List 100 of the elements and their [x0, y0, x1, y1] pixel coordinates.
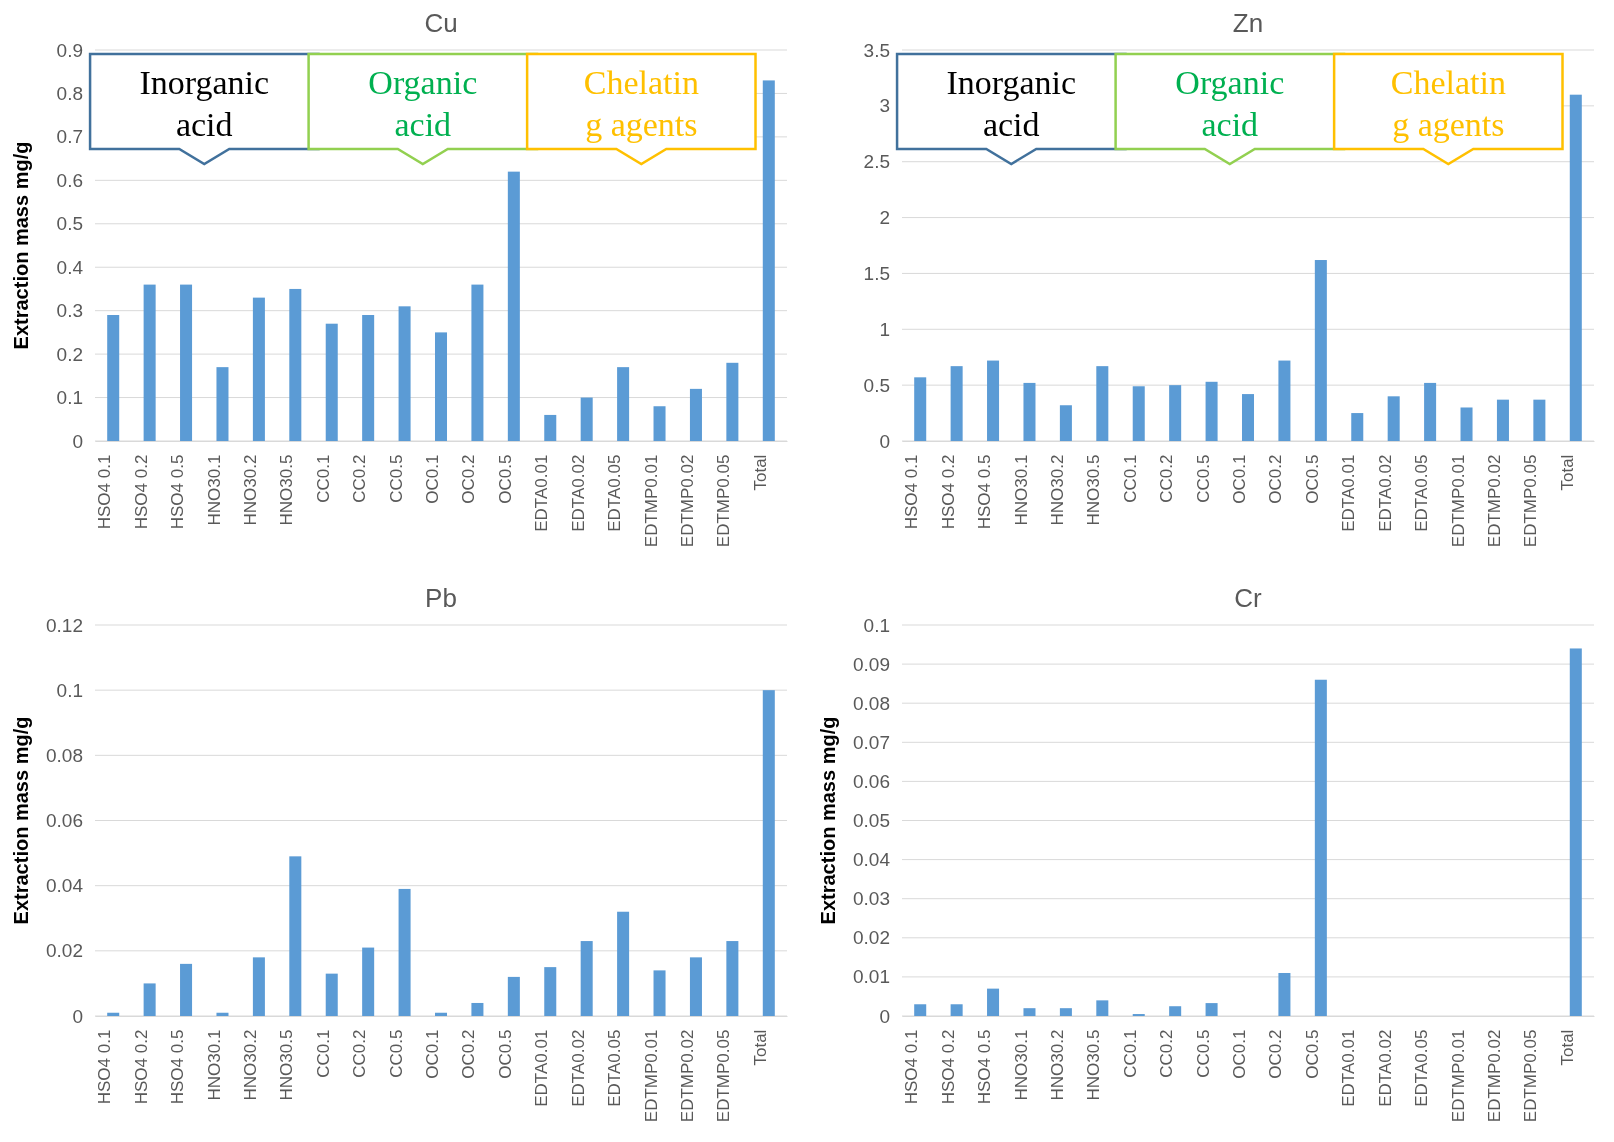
annotation: Inorganic acid — [946, 64, 1077, 143]
bar — [1314, 679, 1327, 1016]
x-tick-label: HNO30.5 — [1084, 454, 1104, 526]
y-tick-label: 0.05 — [853, 810, 890, 832]
bar — [617, 367, 630, 441]
bar — [950, 1004, 963, 1016]
bar — [216, 1012, 229, 1016]
bar — [914, 377, 927, 441]
bar — [1205, 381, 1218, 441]
y-tick-label: 0.07 — [853, 731, 890, 753]
x-tick-label: OC0.1 — [1230, 454, 1250, 504]
annotation: Organic acid — [368, 64, 478, 143]
bar — [1569, 94, 1582, 441]
bar — [1169, 385, 1182, 441]
y-tick-label: 0.03 — [853, 888, 890, 910]
bar — [1059, 1008, 1072, 1016]
bar — [914, 1004, 927, 1016]
x-tick-label: EDTA0.01 — [1339, 454, 1359, 532]
bar — [762, 80, 775, 441]
x-tick-label: HNO30.1 — [204, 1029, 224, 1101]
y-tick-label: 0.2 — [56, 343, 83, 365]
bar — [143, 983, 156, 1016]
y-tick-label: 0.5 — [863, 374, 890, 396]
bar — [434, 332, 448, 441]
chart-title: Zn — [1232, 8, 1264, 38]
bar — [1278, 972, 1291, 1016]
x-tick-label: EDTA0.05 — [605, 1029, 625, 1107]
chart-title: Cr — [1234, 583, 1263, 613]
bar — [252, 297, 265, 441]
x-tick-label: CC0.2 — [350, 454, 370, 503]
x-tick-label: EDTMP0.05 — [1521, 454, 1541, 548]
bar — [216, 367, 229, 441]
y-tick-label: 0.08 — [853, 692, 890, 714]
bar — [1132, 386, 1145, 441]
x-tick-label: EDTMP0.05 — [714, 1029, 734, 1123]
bar — [1387, 396, 1400, 441]
x-tick-label: OC0.2 — [1266, 454, 1286, 504]
bar — [689, 388, 702, 441]
y-tick-label: 0.5 — [56, 213, 83, 235]
x-tick-label: CC0.1 — [1120, 1029, 1140, 1078]
bar — [1278, 360, 1291, 441]
bar — [653, 406, 666, 441]
x-tick-label: HSO4 0.1 — [902, 454, 922, 530]
bar — [252, 957, 265, 1016]
x-tick-label: EDTA0.02 — [1375, 1029, 1395, 1107]
y-tick-label: 0 — [879, 1005, 890, 1027]
bar — [507, 976, 520, 1016]
x-tick-label: HSO4 0.5 — [975, 1029, 995, 1105]
bar — [726, 941, 739, 1016]
bar — [950, 366, 963, 441]
bar — [362, 315, 375, 441]
x-tick-label: HSO4 0.1 — [95, 454, 115, 530]
x-tick-label: OC0.5 — [1302, 1029, 1322, 1079]
bar — [507, 171, 520, 441]
bar — [762, 690, 775, 1016]
bar — [1314, 260, 1327, 441]
y-tick-label: 0.4 — [56, 256, 84, 278]
bar — [143, 284, 156, 441]
y-tick-label: 1 — [879, 318, 890, 340]
y-tick-label: 0.1 — [56, 387, 83, 409]
x-tick-label: CC0.2 — [1157, 454, 1177, 503]
x-tick-label: HSO4 0.2 — [131, 454, 151, 530]
bar — [180, 963, 193, 1016]
x-tick-label: HNO30.1 — [1011, 1029, 1031, 1101]
y-tick-label: 0.04 — [46, 875, 84, 897]
bar — [544, 967, 557, 1016]
bar — [689, 957, 702, 1016]
x-tick-label: HSO4 0.1 — [95, 1029, 115, 1105]
bar — [987, 988, 1000, 1016]
x-tick-label: Total — [1557, 1029, 1577, 1066]
x-tick-label: EDTMP0.01 — [1448, 454, 1468, 548]
bar — [1460, 407, 1473, 441]
y-tick-label: 0.12 — [46, 614, 83, 636]
x-tick-label: CC0.2 — [350, 1029, 370, 1078]
y-tick-label: 0.3 — [56, 300, 83, 322]
x-tick-label: EDTMP0.02 — [678, 1029, 697, 1123]
y-tick-label: 0 — [72, 1005, 83, 1027]
x-tick-label: EDTMP0.02 — [1485, 454, 1504, 548]
x-tick-label: HNO30.5 — [277, 1029, 297, 1101]
x-tick-label: HSO4 0.5 — [975, 454, 995, 530]
x-tick-label: EDTMP0.01 — [641, 1029, 661, 1123]
y-tick-label: 0.06 — [853, 770, 890, 792]
x-tick-label: EDTMP0.05 — [1521, 1029, 1541, 1123]
bar — [471, 1002, 484, 1016]
bar — [325, 323, 338, 441]
x-tick-label: OC0.5 — [495, 1029, 515, 1079]
y-tick-label: 0.04 — [853, 849, 891, 871]
annotation: Chelatin g agents — [1390, 64, 1506, 143]
y-tick-label: 2.5 — [863, 151, 890, 173]
x-tick-label: HNO30.1 — [204, 454, 224, 526]
x-tick-label: EDTA0.01 — [1339, 1029, 1359, 1107]
x-tick-label: CC0.1 — [313, 1029, 333, 1078]
x-tick-label: HNO30.1 — [1011, 454, 1031, 526]
x-tick-label: CC0.1 — [1120, 454, 1140, 503]
x-tick-label: HSO4 0.1 — [902, 1029, 922, 1105]
x-tick-label: CC0.2 — [1157, 1029, 1177, 1078]
y-tick-label: 0.02 — [853, 927, 890, 949]
y-tick-label: 0.6 — [56, 169, 83, 191]
bar — [1023, 1008, 1036, 1016]
y-tick-label: 0.02 — [46, 940, 83, 962]
